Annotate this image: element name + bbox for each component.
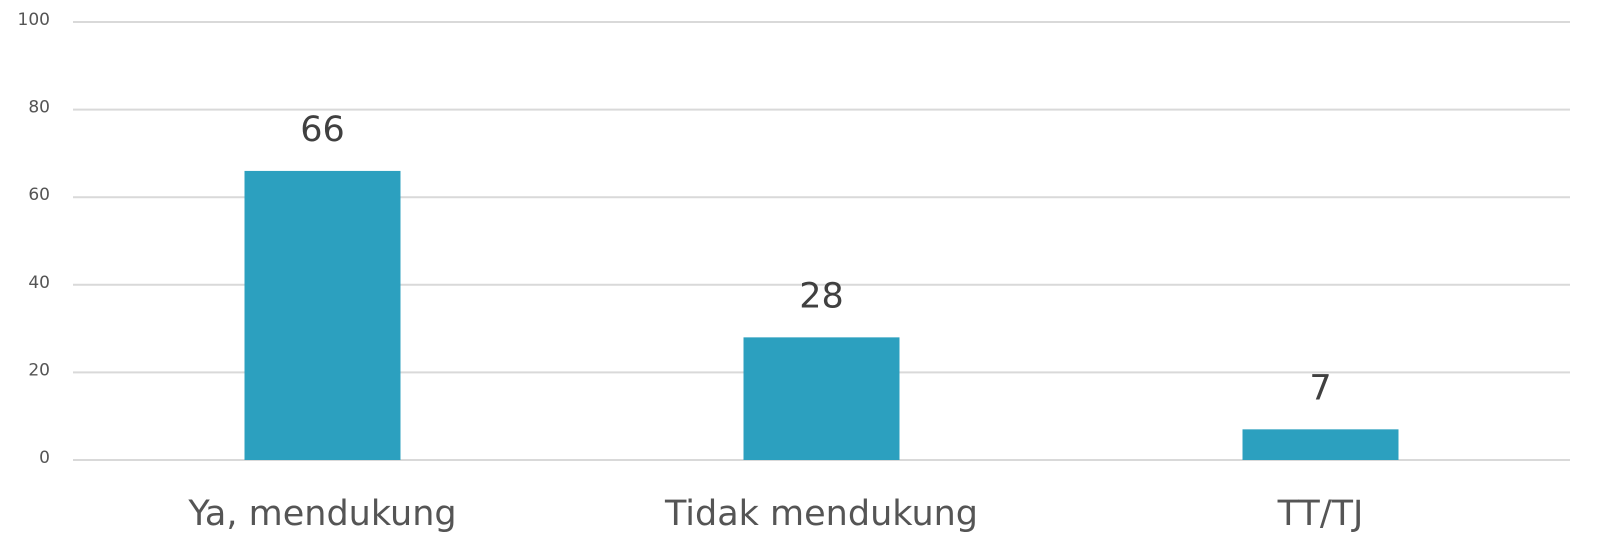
y-tick-label: 100 [18,10,50,30]
x-tick-label: Tidak mendukung [664,494,978,534]
y-tick-label: 0 [39,448,50,468]
bar [244,170,401,461]
value-label: 66 [300,110,345,150]
y-tick-label: 40 [28,273,50,293]
bar [743,337,900,460]
value-label: 28 [799,276,844,316]
y-tick-label: 60 [28,185,50,205]
y-tick-label: 80 [28,98,50,118]
x-tick-label: TT/TJ [1277,494,1364,534]
y-tick-label: 20 [28,360,50,380]
value-label: 7 [1309,368,1331,408]
bar [1242,429,1399,460]
x-tick-label: Ya, mendukung [187,494,456,534]
